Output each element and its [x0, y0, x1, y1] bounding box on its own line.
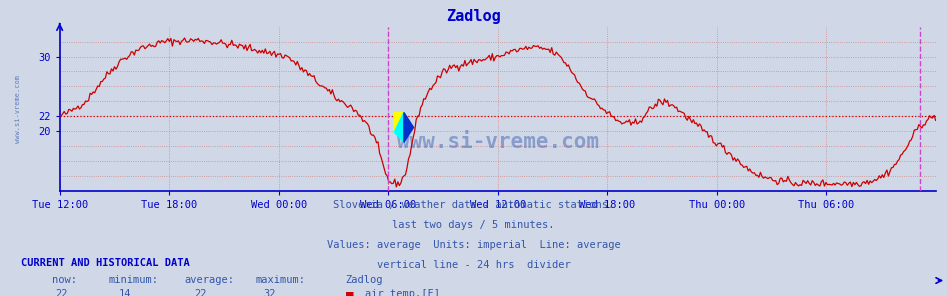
Text: 14: 14 [118, 289, 131, 296]
Text: minimum:: minimum: [109, 275, 159, 285]
Polygon shape [394, 112, 404, 142]
Text: air temp.[F]: air temp.[F] [365, 289, 439, 296]
Text: www.si-vreme.com: www.si-vreme.com [14, 75, 21, 143]
Text: 22: 22 [55, 289, 67, 296]
Polygon shape [394, 112, 404, 132]
Text: vertical line - 24 hrs  divider: vertical line - 24 hrs divider [377, 260, 570, 270]
Text: last two days / 5 minutes.: last two days / 5 minutes. [392, 220, 555, 230]
Text: CURRENT AND HISTORICAL DATA: CURRENT AND HISTORICAL DATA [21, 258, 189, 268]
Text: Values: average  Units: imperial  Line: average: Values: average Units: imperial Line: av… [327, 240, 620, 250]
Text: www.si-vreme.com: www.si-vreme.com [397, 132, 599, 152]
Text: 22: 22 [194, 289, 206, 296]
Text: ■: ■ [346, 289, 353, 296]
Text: Zadlog: Zadlog [446, 9, 501, 25]
Text: average:: average: [185, 275, 235, 285]
Text: now:: now: [52, 275, 77, 285]
Text: Zadlog: Zadlog [346, 275, 384, 285]
Text: Slovenia / weather data - automatic stations.: Slovenia / weather data - automatic stat… [333, 200, 614, 210]
Text: 32: 32 [263, 289, 276, 296]
Polygon shape [404, 112, 414, 142]
Text: maximum:: maximum: [256, 275, 306, 285]
